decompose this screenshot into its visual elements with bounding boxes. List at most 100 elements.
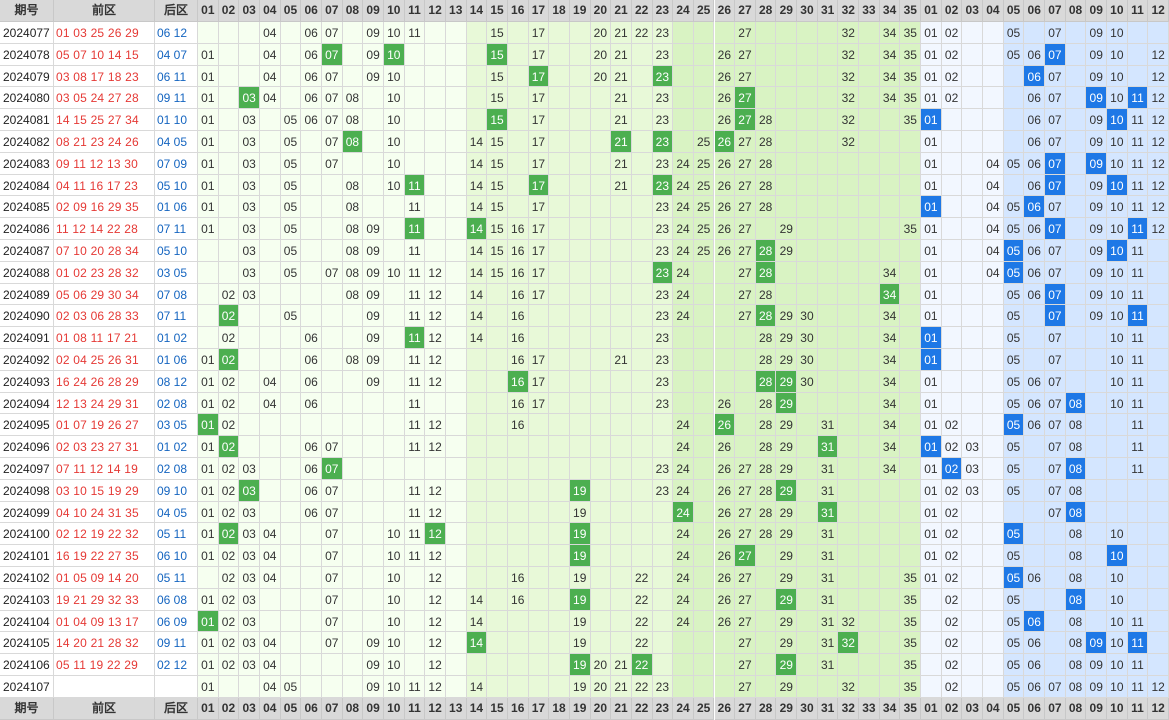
front-cell[interactable] [838, 370, 860, 393]
front-cell[interactable]: 06 [301, 392, 322, 415]
front-cell[interactable]: 27 [735, 305, 756, 328]
front-cell[interactable] [838, 218, 860, 240]
front-cell[interactable]: 24 [673, 174, 694, 197]
front-cell[interactable] [735, 392, 756, 415]
front-cell[interactable]: 26 [714, 174, 736, 197]
back-cell[interactable]: 03 [962, 458, 984, 480]
back-cell[interactable]: 08 [1065, 545, 1087, 567]
front-cell[interactable]: 20 [590, 43, 612, 66]
back-cell[interactable] [1148, 392, 1169, 415]
front-cell[interactable]: 07 [321, 567, 343, 589]
back-cell[interactable] [941, 392, 963, 415]
front-cell[interactable] [383, 479, 405, 502]
front-cell[interactable] [797, 87, 818, 110]
front-cell[interactable] [445, 458, 467, 480]
front-cell[interactable] [507, 545, 529, 567]
back-cell[interactable] [1065, 305, 1087, 328]
front-cell[interactable]: 28 [755, 131, 777, 153]
front-cell[interactable] [673, 370, 694, 393]
front-cell[interactable] [673, 654, 694, 676]
back-cell[interactable] [1148, 588, 1169, 611]
back-cell[interactable]: 10 [1107, 654, 1128, 676]
back-cell[interactable]: 05 [1003, 567, 1025, 589]
front-cell[interactable]: 04 [259, 545, 281, 567]
back-cell[interactable]: 10 [1107, 523, 1128, 546]
front-cell[interactable] [507, 523, 529, 546]
front-cell[interactable] [590, 370, 612, 393]
front-cell[interactable] [879, 588, 901, 611]
front-cell[interactable]: 11 [404, 305, 426, 328]
front-cell[interactable] [735, 349, 756, 371]
back-cell[interactable]: 10 [1107, 218, 1128, 240]
front-cell[interactable] [239, 305, 260, 328]
front-cell[interactable] [797, 632, 818, 655]
front-cell[interactable] [631, 370, 653, 393]
back-cell[interactable]: 02 [941, 654, 963, 676]
front-cell[interactable] [569, 87, 591, 110]
front-cell[interactable] [321, 392, 343, 415]
front-cell[interactable] [445, 392, 467, 415]
front-cell[interactable]: 19 [569, 588, 591, 611]
back-cell[interactable] [1148, 370, 1169, 393]
front-cell[interactable] [838, 545, 860, 567]
front-cell[interactable] [797, 240, 818, 262]
front-cell[interactable]: 06 [301, 501, 322, 524]
front-cell[interactable]: 02 [218, 479, 240, 502]
front-cell[interactable]: 11 [404, 261, 426, 284]
front-cell[interactable] [590, 545, 612, 567]
front-cell[interactable]: 11 [404, 283, 426, 306]
back-cell[interactable] [1045, 610, 1066, 633]
front-cell[interactable]: 15 [487, 65, 508, 88]
front-cell[interactable]: 30 [797, 370, 818, 393]
front-cell[interactable] [342, 327, 364, 349]
front-cell[interactable] [487, 545, 508, 567]
front-cell[interactable]: 09 [363, 305, 384, 328]
front-cell[interactable] [487, 523, 508, 546]
back-cell[interactable]: 01 [921, 458, 942, 480]
back-cell[interactable]: 06 [1024, 283, 1046, 306]
front-cell[interactable]: 06 [301, 87, 322, 110]
front-cell[interactable] [652, 567, 674, 589]
front-cell[interactable] [817, 370, 839, 393]
front-cell[interactable]: 29 [776, 632, 798, 655]
front-cell[interactable] [652, 545, 674, 567]
front-cell[interactable] [259, 588, 281, 611]
back-cell[interactable] [1127, 523, 1149, 546]
front-cell[interactable] [259, 501, 281, 524]
front-cell[interactable] [817, 392, 839, 415]
front-cell[interactable]: 26 [714, 109, 736, 131]
front-cell[interactable]: 21 [611, 43, 632, 66]
front-cell[interactable]: 21 [611, 22, 632, 44]
front-cell[interactable] [817, 305, 839, 328]
front-cell[interactable] [425, 87, 446, 110]
front-cell[interactable] [259, 479, 281, 502]
front-cell[interactable] [735, 370, 756, 393]
front-cell[interactable] [342, 501, 364, 524]
front-cell[interactable] [631, 174, 653, 197]
front-cell[interactable]: 34 [879, 305, 901, 328]
back-cell[interactable]: 02 [941, 523, 963, 546]
back-cell[interactable]: 02 [941, 65, 963, 88]
front-cell[interactable] [321, 370, 343, 393]
front-cell[interactable] [528, 654, 550, 676]
front-cell[interactable]: 25 [693, 174, 715, 197]
front-cell[interactable] [528, 414, 550, 437]
front-cell[interactable]: 21 [611, 87, 632, 110]
front-cell[interactable]: 27 [735, 174, 756, 197]
back-cell[interactable] [962, 370, 984, 393]
back-cell[interactable]: 11 [1127, 283, 1149, 306]
front-cell[interactable]: 08 [342, 109, 364, 131]
front-cell[interactable]: 21 [611, 65, 632, 88]
back-cell[interactable] [962, 632, 984, 655]
back-cell[interactable]: 09 [1086, 131, 1108, 153]
back-cell[interactable]: 09 [1086, 283, 1108, 306]
front-cell[interactable] [590, 501, 612, 524]
front-cell[interactable] [445, 174, 467, 197]
back-cell[interactable] [941, 109, 963, 131]
front-cell[interactable]: 22 [631, 610, 653, 633]
front-cell[interactable]: 01 [198, 414, 219, 437]
front-cell[interactable] [755, 218, 777, 240]
front-cell[interactable] [301, 545, 322, 567]
back-cell[interactable]: 10 [1107, 65, 1128, 88]
back-cell[interactable] [1024, 305, 1046, 328]
